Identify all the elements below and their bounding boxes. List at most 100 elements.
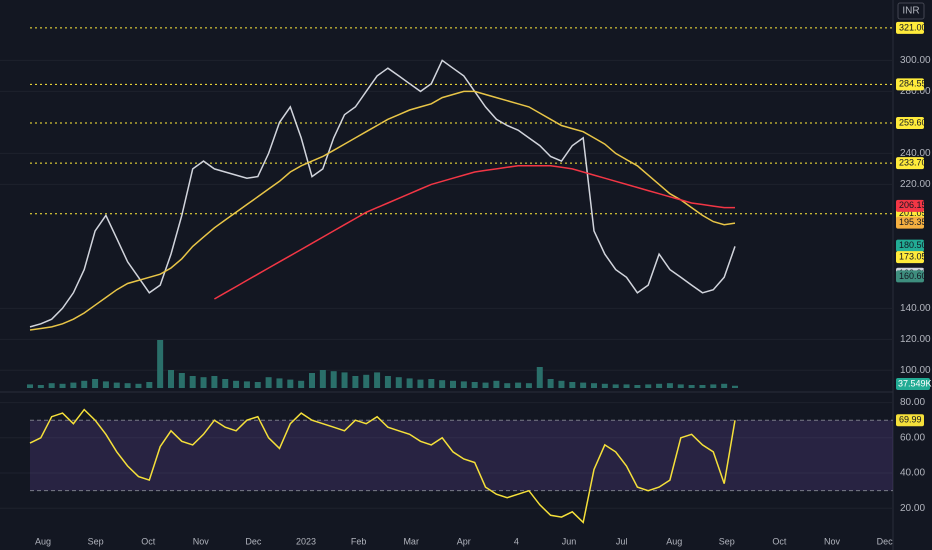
volume-bar (623, 384, 630, 388)
x-tick-label: Feb (351, 536, 367, 546)
volume-bar (536, 367, 543, 388)
price-label: 206.15 (899, 200, 927, 210)
volume-bar (352, 376, 359, 388)
x-tick-label: Aug (666, 536, 682, 546)
volume-bar (666, 383, 673, 388)
series-line (214, 165, 735, 300)
volume-bar (200, 377, 207, 388)
volume-bar (406, 378, 413, 388)
volume-bar (645, 384, 652, 388)
y-tick-label: 40.00 (900, 468, 925, 479)
volume-bar (721, 383, 728, 388)
y-tick-label: 300.00 (900, 55, 931, 66)
volume-bar (157, 340, 164, 388)
volume-bar (48, 383, 55, 388)
volume-bar (330, 371, 337, 388)
volume-bar (699, 385, 706, 388)
volume-bar (656, 383, 663, 388)
level-label: 284.55 (899, 79, 927, 89)
price-tag (896, 270, 924, 283)
volume-bar (601, 383, 608, 388)
volume-bar (580, 382, 587, 388)
x-tick-label: Apr (457, 536, 471, 546)
level-label: 201.05 (899, 208, 927, 218)
volume-bar (493, 380, 500, 388)
volume-bar (471, 382, 478, 388)
x-tick-label: Oct (772, 536, 787, 546)
volume-bar (102, 381, 109, 388)
series-line (29, 408, 736, 524)
volume-tag (896, 378, 930, 390)
volume-bar (439, 380, 446, 388)
x-tick-label: Dec (245, 536, 262, 546)
volume-bar (113, 382, 120, 388)
rsi-label: 69.99 (899, 415, 922, 425)
volume-bar (558, 380, 565, 388)
y-tick-label: 20.00 (900, 503, 925, 514)
volume-bar (504, 383, 511, 388)
rsi-tag (896, 414, 924, 427)
level-tag (896, 117, 924, 130)
volume-bar (688, 385, 695, 388)
level-tag (896, 21, 924, 34)
volume-bar (276, 378, 283, 388)
volume-bar (710, 384, 717, 388)
volume-bar (37, 385, 44, 388)
volume-bar (178, 373, 185, 388)
volume-bar (569, 382, 576, 388)
volume-bar (482, 382, 489, 388)
x-tick-label: Jun (562, 536, 577, 546)
x-tick-label: Nov (824, 536, 841, 546)
x-tick-label: Mar (403, 536, 419, 546)
volume-label: 37.549K (898, 378, 932, 388)
x-tick-label: Dec (877, 536, 894, 546)
x-tick-label: Sep (88, 536, 104, 546)
volume-bar (732, 385, 738, 388)
volume-bar (319, 370, 326, 388)
y-tick-label: 240.00 (900, 148, 931, 159)
level-label: 233.70 (899, 158, 927, 168)
volume-bar (677, 384, 684, 388)
volume-bar (515, 382, 522, 388)
volume-bar (363, 374, 370, 388)
volume-bar (612, 384, 619, 388)
x-tick-label: 2023 (296, 536, 316, 546)
x-tick-label: Aug (35, 536, 51, 546)
volume-bar (81, 380, 88, 388)
volume-bar (92, 379, 99, 388)
y-tick-label: 140.00 (900, 303, 931, 314)
volume-bar (254, 382, 261, 388)
price-tag (896, 216, 924, 229)
level-tag (896, 78, 924, 91)
volume-bar (222, 379, 229, 388)
volume-bar (547, 379, 554, 388)
volume-bar (395, 377, 402, 388)
volume-bar (417, 379, 424, 388)
volume-bar (265, 377, 272, 388)
currency: INR (902, 6, 919, 17)
volume-bar (384, 376, 391, 388)
volume-bar (525, 383, 532, 388)
volume-bar (450, 380, 456, 388)
volume-bar (27, 384, 33, 388)
y-tick-label: 80.00 (900, 397, 925, 408)
volume-bar (146, 382, 153, 388)
price-tag (896, 199, 924, 212)
price-label: 195.35 (899, 217, 927, 227)
volume-bar (428, 379, 435, 388)
volume-bar (135, 383, 142, 388)
level-tag (896, 157, 924, 170)
currency-box[interactable] (897, 2, 925, 20)
level-label: 259.60 (899, 117, 927, 127)
y-tick-label: 280.00 (900, 86, 931, 97)
volume-bar (124, 383, 131, 388)
series-line (29, 59, 736, 328)
volume-bar (591, 383, 597, 388)
y-tick-label: 120.00 (900, 334, 931, 345)
series-line (29, 90, 736, 331)
rsi-band (30, 420, 893, 491)
level-label: 321.00 (899, 22, 927, 32)
volume-bar (233, 380, 240, 388)
x-tick-label: Sep (719, 536, 735, 546)
